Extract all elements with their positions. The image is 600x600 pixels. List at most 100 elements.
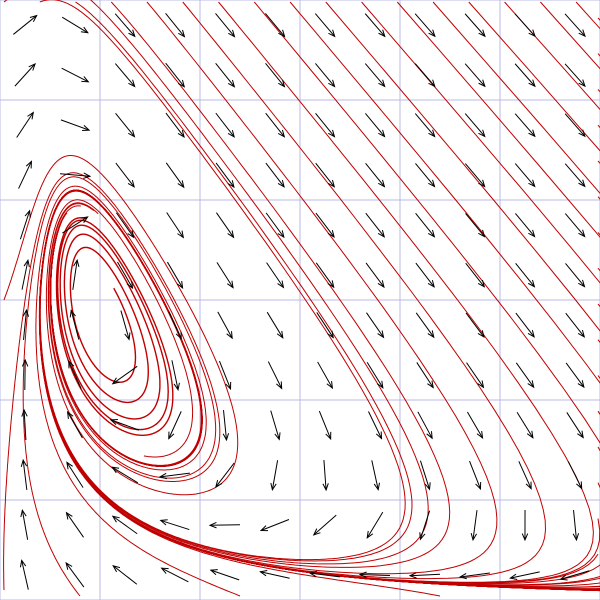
vector-arrow: [115, 113, 136, 138]
vector-arrow: [165, 13, 186, 38]
vector-head: [428, 79, 436, 88]
vector-shaft: [419, 460, 431, 490]
vector-shaft: [265, 13, 285, 37]
vector-head: [227, 180, 235, 189]
vector-head: [25, 160, 32, 169]
vector-shaft: [323, 460, 327, 490]
vector-shaft: [464, 113, 486, 137]
vector-head: [378, 79, 386, 88]
vector-arrow: [266, 311, 284, 339]
vector-head: [373, 482, 380, 491]
vector-head: [228, 29, 236, 38]
vector-shaft: [315, 162, 335, 188]
vector-arrow: [117, 261, 134, 290]
vector-head: [225, 381, 232, 391]
vector-head: [528, 229, 536, 238]
vector-arrow: [270, 410, 281, 441]
vector-arrow: [16, 111, 35, 138]
vector-arrow: [265, 112, 286, 138]
vector-arrow: [565, 362, 585, 389]
vector-head: [177, 130, 185, 138]
vector-head: [528, 29, 536, 38]
vector-arrow: [69, 309, 80, 340]
trajectory: [38, 189, 441, 597]
vector-head: [21, 408, 28, 417]
trajectory: [39, 189, 600, 588]
limit-cycle: [55, 217, 174, 436]
vector-shaft: [160, 519, 190, 531]
vector-shaft: [165, 13, 185, 37]
vector-head: [83, 172, 92, 179]
vector-shaft: [518, 461, 532, 489]
vector-head: [578, 29, 586, 38]
vector-shaft: [464, 13, 486, 37]
vector-shaft: [415, 163, 435, 187]
vector-head: [327, 230, 335, 238]
vector-head: [227, 230, 235, 239]
trajectory: [39, 189, 600, 587]
vector-arrow: [366, 361, 384, 389]
vector-head: [478, 229, 486, 238]
vector-shaft: [260, 571, 290, 579]
vector-shaft: [566, 412, 584, 438]
vector-head: [427, 279, 435, 288]
vector-head: [426, 431, 433, 440]
vector-arrow: [215, 13, 236, 38]
trajectory: [35, 185, 241, 597]
vector-shaft: [472, 510, 478, 540]
vector-head: [127, 179, 135, 188]
vector-head: [208, 521, 217, 529]
vector-arrow: [365, 212, 386, 238]
vector-shaft: [366, 511, 384, 539]
vector-arrow: [514, 63, 536, 88]
vector-shaft: [565, 263, 585, 287]
vector-arrow: [366, 312, 385, 339]
vector-head: [528, 129, 536, 138]
vector-arrow: [364, 63, 386, 88]
vector-shaft: [165, 162, 185, 188]
vector-shaft: [266, 311, 284, 339]
vector-arrow: [120, 310, 131, 341]
vector-head: [478, 129, 486, 138]
vector-head: [66, 410, 74, 419]
vector-arrow: [159, 519, 190, 531]
vector-head: [427, 330, 435, 339]
vector-shaft: [365, 212, 385, 238]
vector-shaft: [564, 163, 586, 187]
vector-arrow: [21, 259, 30, 290]
vector-head: [276, 330, 284, 339]
vector-arrow: [415, 163, 436, 188]
vector-arrow: [19, 559, 29, 590]
vector-shaft: [316, 312, 334, 338]
vector-head: [578, 79, 586, 88]
vector-arrow: [366, 511, 384, 539]
vector-arrow: [408, 572, 441, 579]
vector-arrow: [219, 360, 232, 391]
vector-arrow: [559, 570, 590, 581]
vector-shaft: [62, 216, 88, 234]
vector-arrow: [509, 571, 540, 580]
trajectory: [39, 1, 600, 592]
vector-shaft: [215, 162, 235, 188]
vector-shaft: [61, 16, 89, 34]
vector-head: [20, 458, 28, 467]
vector-arrow: [417, 411, 433, 440]
vector-shaft: [314, 13, 336, 37]
vector-head: [226, 331, 233, 340]
vector-shaft: [117, 261, 133, 289]
vector-head: [428, 29, 436, 38]
vector-head: [73, 258, 80, 268]
vector-arrow: [315, 212, 335, 238]
vector-head: [175, 331, 182, 340]
vector-shaft: [417, 411, 433, 439]
vector-shaft: [21, 560, 29, 590]
vector-shaft: [215, 13, 235, 37]
vector-shaft: [565, 312, 585, 338]
vector-arrow: [13, 14, 38, 35]
vector-shaft: [215, 112, 235, 138]
vector-arrow: [564, 163, 586, 188]
vector-head: [327, 330, 334, 339]
vector-arrow: [365, 163, 386, 188]
vector-arrow: [20, 508, 29, 540]
vector-head: [358, 571, 367, 578]
